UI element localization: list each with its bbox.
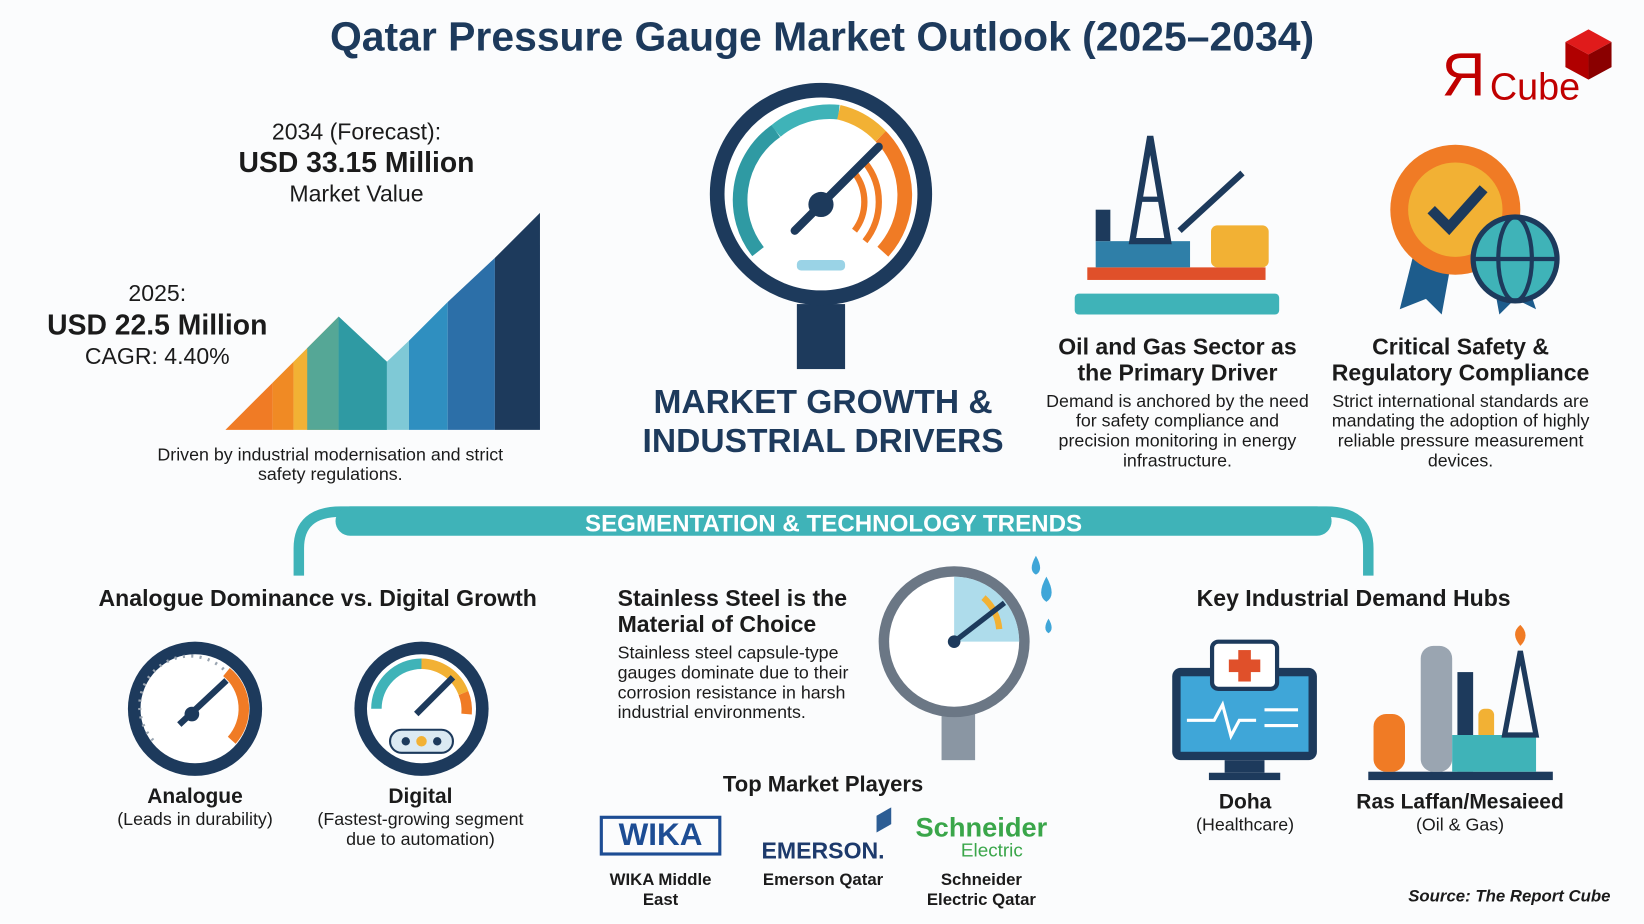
logo-r: Я xyxy=(1441,40,1486,110)
forecast-label: 2034 (Forecast): xyxy=(271,118,442,145)
base-label: 2025: xyxy=(128,279,187,307)
hub-label: Doha xyxy=(1218,790,1272,814)
growth-bars-icon xyxy=(225,212,540,430)
segment-sub: (Leads in durability) xyxy=(117,809,273,830)
banner-label: SEGMENTATION & TECHNOLOGY TRENDS xyxy=(585,509,1083,537)
wika-logo: WIKA xyxy=(599,815,722,856)
material-desc: Stainless steel capsule-type gauges domi… xyxy=(617,642,849,723)
stainless-gauge-water-icon xyxy=(878,555,1052,761)
hub-sub: (Oil & Gas) xyxy=(1415,814,1505,835)
market-caption: Driven by industrial modernisation and s… xyxy=(157,444,504,485)
center-heading-line2: INDUSTRIAL DRIVERS xyxy=(642,421,1004,460)
report-cube-logo: Я Cube xyxy=(1442,29,1620,108)
driver-desc: Strict international standards are manda… xyxy=(1331,391,1590,471)
hub-ras-laffan: Ras Laffan/Mesaieed (Oil & Gas) xyxy=(1342,791,1578,835)
healthcare-monitor-icon xyxy=(1172,639,1317,781)
driver-desc: Demand is anchored by the need for safet… xyxy=(1046,391,1309,471)
base-value: USD 22.5 Million xyxy=(47,309,268,341)
segments-heading: Analogue Dominance vs. Digital Growth xyxy=(98,585,537,612)
material-block: Stainless Steel is the Material of Choic… xyxy=(618,585,870,722)
segment-analogue: Analogue (Leads in durability) xyxy=(90,785,300,829)
material-title: Stainless Steel is the Material of Choic… xyxy=(617,585,848,638)
segment-label: Digital xyxy=(388,785,453,809)
emerson-logo: EMERSON. xyxy=(750,807,897,865)
pressure-gauge-icon xyxy=(709,82,933,370)
oil-rig-icon xyxy=(1074,135,1280,315)
player-name: WIKA Middle East xyxy=(609,871,712,910)
cagr: CAGR: 4.40% xyxy=(84,342,230,370)
page-title: Qatar Pressure Gauge Market Outlook (202… xyxy=(329,14,1315,60)
segment-digital: Digital (Fastest-growing segment due to … xyxy=(305,785,536,849)
forecast-sub: Market Value xyxy=(289,180,424,207)
segment-label: Analogue xyxy=(147,785,243,809)
segment-sub: (Fastest-growing segment due to automati… xyxy=(317,809,524,850)
hub-sub: (Healthcare) xyxy=(1196,814,1295,835)
schneider-logo-text: Schneider xyxy=(915,811,1048,843)
forecast-value: USD 33.15 Million xyxy=(238,146,475,179)
refinery-icon xyxy=(1368,624,1553,781)
hubs-heading: Key Industrial Demand Hubs xyxy=(1196,585,1511,612)
driver-safety: Critical Safety & Regulatory Compliance … xyxy=(1319,333,1602,470)
emerson-mark-icon xyxy=(876,807,892,833)
driver-title: Oil and Gas Sector as the Primary Driver xyxy=(1058,333,1297,386)
player-name: Schneider Electric Qatar xyxy=(926,871,1036,910)
driver-title: Critical Safety & Regulatory Compliance xyxy=(1331,333,1590,386)
players-heading: Top Market Players xyxy=(722,772,924,797)
certified-badge-globe-icon xyxy=(1390,144,1560,315)
driver-oil-gas: Oil and Gas Sector as the Primary Driver… xyxy=(1041,333,1314,470)
hub-label: Ras Laffan/Mesaieed xyxy=(1356,790,1564,814)
segmentation-banner-bracket xyxy=(293,506,1374,576)
schneider-logo-sub: Electric xyxy=(960,839,1023,861)
center-heading: MARKET GROWTH & INDUSTRIAL DRIVERS xyxy=(619,383,1028,461)
player-name: Emerson Qatar xyxy=(762,871,884,890)
analogue-gauge-icon xyxy=(127,641,263,776)
hub-doha: Doha (Healthcare) xyxy=(1153,791,1336,835)
digital-gauge-icon xyxy=(354,641,489,776)
logo-cube: Cube xyxy=(1489,65,1581,108)
cube-logo-icon xyxy=(1565,29,1612,80)
source-note: Source: The Report Cube xyxy=(1408,888,1611,906)
schneider-logo: Schneider Electric xyxy=(908,814,1055,860)
emerson-logo-text: EMERSON. xyxy=(761,837,885,864)
center-heading-line1: MARKET GROWTH & xyxy=(653,382,993,421)
